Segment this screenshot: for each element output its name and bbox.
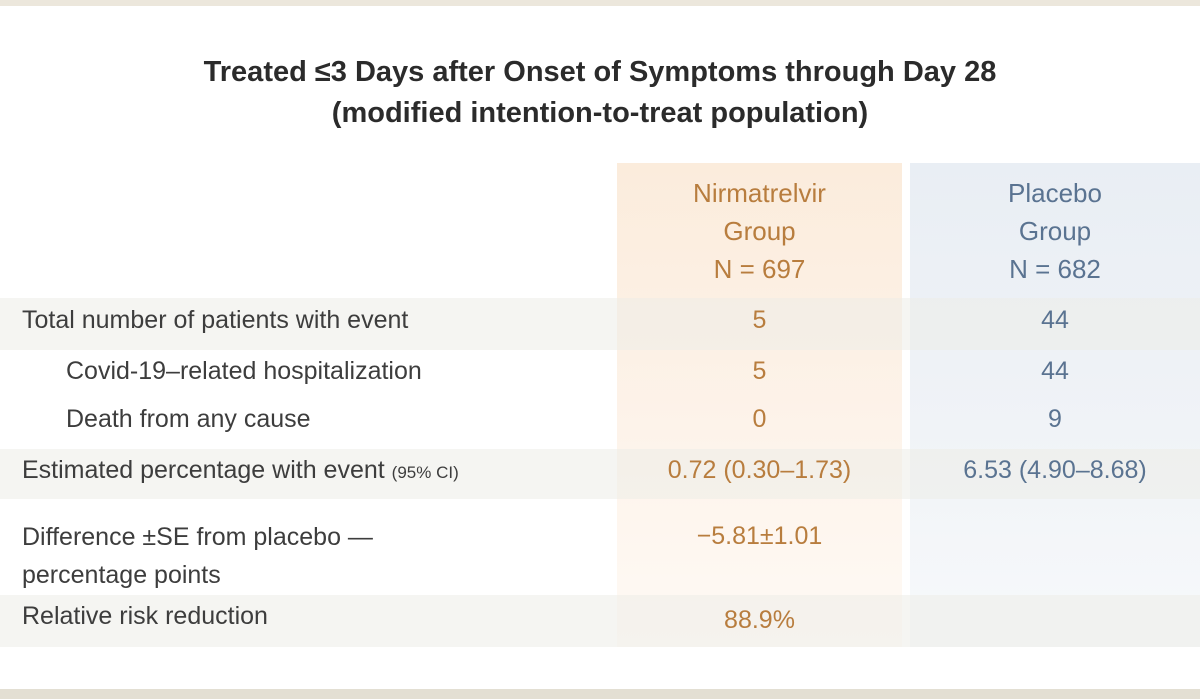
- title-line-1: Treated ≤3 Days after Onset of Symptoms …: [203, 56, 997, 88]
- top-rule: [0, 0, 1200, 6]
- nirmatrelvir-value: 5: [752, 306, 767, 334]
- nirmatrelvir-header-group: Group: [723, 216, 796, 246]
- row-label-line-2: percentage points: [22, 561, 221, 589]
- placebo-value: 44: [1041, 306, 1069, 334]
- row-stripe: [0, 595, 1200, 647]
- placebo-value: 9: [1048, 405, 1062, 433]
- row-stripe: [0, 298, 1200, 350]
- placebo-value: 6.53 (4.90–8.68): [963, 456, 1147, 484]
- nirmatrelvir-value: 88.9%: [724, 606, 795, 634]
- placebo-header-group: Group: [1018, 216, 1092, 246]
- nirmatrelvir-value: 5: [752, 357, 767, 385]
- bottom-rule: [0, 689, 1200, 699]
- nirmatrelvir-column-header: Nirmatrelvir Group N = 697: [617, 174, 902, 288]
- row-label: Estimated percentage with event (95% CI): [22, 456, 459, 485]
- title-line-2: (modified intention-to-treat population): [331, 97, 869, 129]
- row-label: Difference ±SE from placebo — percentage…: [22, 518, 373, 594]
- nirmatrelvir-header-name: Nirmatrelvir: [693, 178, 826, 208]
- row-label: Covid-19–related hospitalization: [66, 357, 422, 385]
- placebo-column-header: Placebo Group N = 682: [910, 174, 1200, 288]
- nirmatrelvir-column-background: [617, 163, 902, 647]
- row-stripe: [0, 449, 1200, 499]
- table-title: Treated ≤3 Days after Onset of Symptoms …: [0, 52, 1200, 134]
- nirmatrelvir-value: 0: [752, 405, 767, 433]
- nirmatrelvir-header-n: N = 697: [713, 254, 806, 284]
- row-label-note: (95% CI): [391, 463, 459, 482]
- placebo-header-n: N = 682: [1009, 254, 1101, 284]
- placebo-header-name: Placebo: [1008, 178, 1102, 208]
- placebo-value: 44: [1041, 357, 1069, 385]
- row-label-line-1: Difference ±SE from placebo —: [22, 523, 373, 551]
- row-label: Relative risk reduction: [22, 602, 268, 630]
- nirmatrelvir-value: −5.81±1.01: [696, 522, 823, 550]
- row-label: Total number of patients with event: [22, 306, 409, 334]
- row-label: Death from any cause: [66, 405, 311, 433]
- row-label-text: Estimated percentage with event: [22, 456, 385, 484]
- nirmatrelvir-value: 0.72 (0.30–1.73): [667, 456, 852, 484]
- placebo-column-background: [910, 163, 1200, 647]
